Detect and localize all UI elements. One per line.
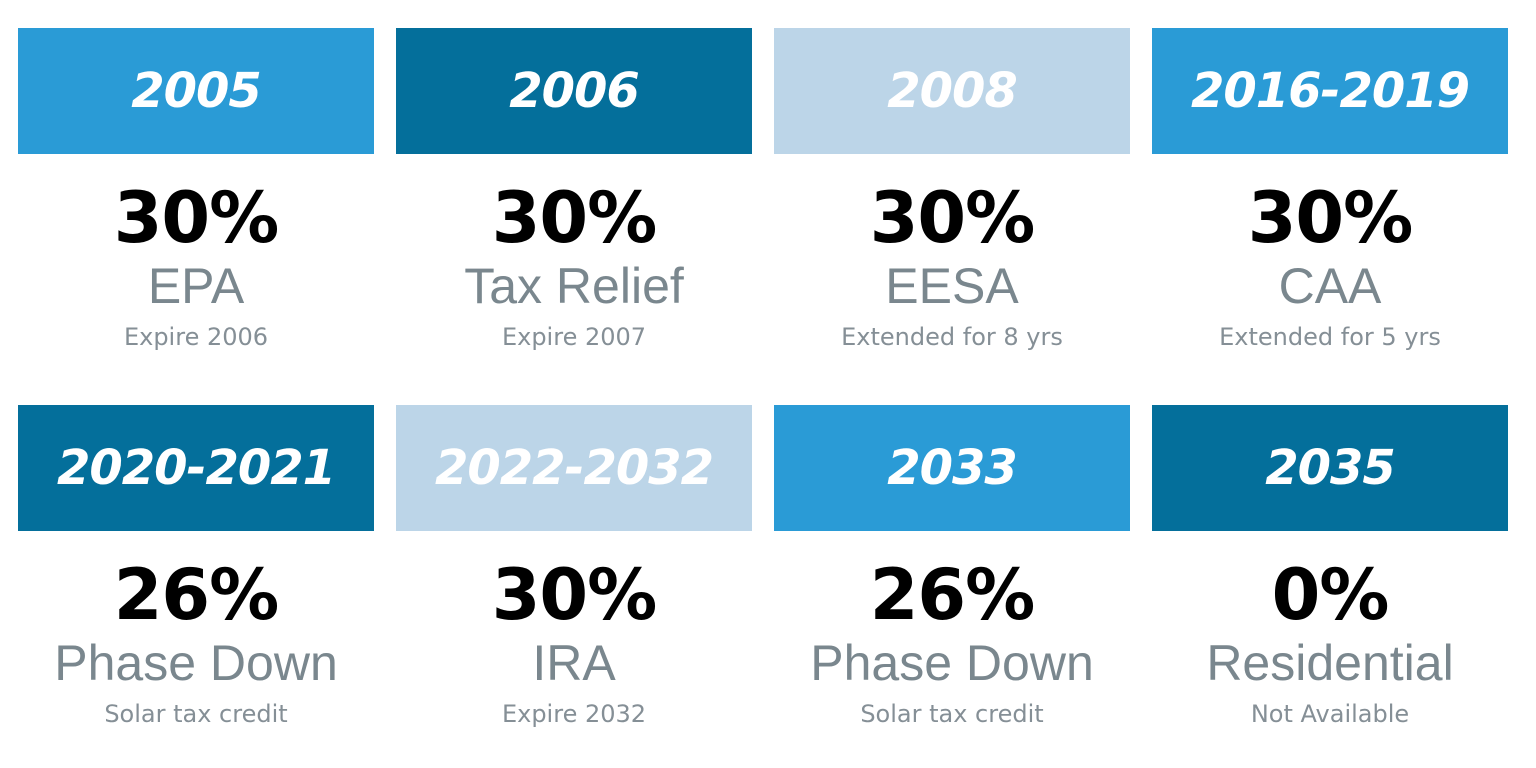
program-name: IRA	[532, 635, 616, 691]
year-banner: 2006	[396, 28, 752, 154]
year-label: 2035	[1265, 440, 1396, 496]
timeline-card-2022-2032: 2022-2032 30% IRA Expire 2032	[396, 405, 752, 768]
year-label: 2020-2021	[56, 440, 336, 496]
tax-credit-timeline-grid: 2005 30% EPA Expire 2006 2006 30% Tax Re…	[18, 28, 1508, 768]
program-name: EESA	[885, 258, 1019, 314]
year-banner: 2035	[1152, 405, 1508, 531]
timeline-card-2006: 2006 30% Tax Relief Expire 2007	[396, 28, 752, 405]
credit-percent: 26%	[869, 554, 1036, 636]
program-name: Phase Down	[54, 635, 338, 691]
credit-percent: 30%	[113, 177, 280, 259]
program-name: Residential	[1206, 635, 1454, 691]
year-banner: 2005	[18, 28, 374, 154]
program-note: Extended for 5 yrs	[1219, 323, 1441, 351]
year-banner: 2016-2019	[1152, 28, 1508, 154]
year-banner: 2033	[774, 405, 1130, 531]
credit-percent: 30%	[869, 177, 1036, 259]
year-label: 2033	[887, 440, 1018, 496]
program-note: Not Available	[1250, 700, 1410, 728]
program-note: Solar tax credit	[860, 700, 1044, 728]
year-label: 2016-2019	[1190, 63, 1470, 119]
year-label: 2022-2032	[434, 440, 714, 496]
year-label: 2008	[887, 63, 1018, 119]
program-name: EPA	[147, 258, 245, 314]
timeline-card-2033: 2033 26% Phase Down Solar tax credit	[774, 405, 1130, 768]
credit-percent: 30%	[491, 554, 658, 636]
program-note: Extended for 8 yrs	[841, 323, 1063, 351]
year-banner: 2008	[774, 28, 1130, 154]
program-note: Expire 2006	[123, 323, 269, 351]
timeline-card-2008: 2008 30% EESA Extended for 8 yrs	[774, 28, 1130, 405]
year-label: 2005	[131, 63, 262, 119]
year-banner: 2020-2021	[18, 405, 374, 531]
program-note: Solar tax credit	[104, 700, 288, 728]
timeline-card-2035: 2035 0% Residential Not Available	[1152, 405, 1508, 768]
year-banner: 2022-2032	[396, 405, 752, 531]
program-name: Tax Relief	[464, 258, 684, 314]
year-label: 2006	[509, 63, 640, 119]
credit-percent: 26%	[113, 554, 280, 636]
timeline-card-2020-2021: 2020-2021 26% Phase Down Solar tax credi…	[18, 405, 374, 768]
credit-percent: 0%	[1271, 554, 1390, 636]
program-name: CAA	[1278, 258, 1382, 314]
program-name: Phase Down	[810, 635, 1094, 691]
credit-percent: 30%	[1247, 177, 1414, 259]
program-note: Expire 2032	[501, 700, 647, 728]
timeline-card-2016-2019: 2016-2019 30% CAA Extended for 5 yrs	[1152, 28, 1508, 405]
program-note: Expire 2007	[501, 323, 647, 351]
credit-percent: 30%	[491, 177, 658, 259]
timeline-card-2005: 2005 30% EPA Expire 2006	[18, 28, 374, 405]
